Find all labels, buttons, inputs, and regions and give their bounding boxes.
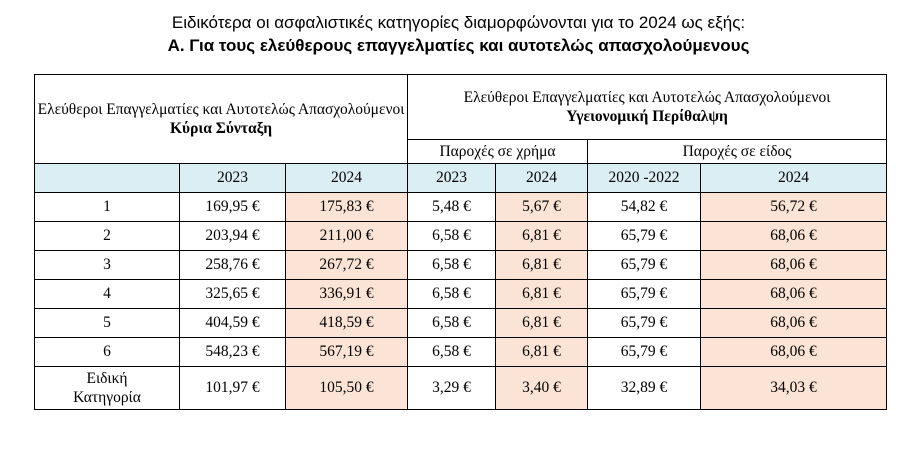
main-pension-new-year: 2024 — [285, 163, 408, 193]
category-label: 2 — [34, 221, 180, 251]
health-care-group-title: Ελεύθεροι Επαγγελματίες και Αυτοτελώς Απ… — [463, 89, 831, 106]
in-kind-old-value: 54,82 € — [587, 192, 701, 222]
special-category-label: Ειδική Κατηγορία — [34, 366, 180, 410]
main-pension-group-subtitle: Κύρια Σύνταξη — [170, 120, 272, 137]
main-pension-new-value: 211,00 € — [285, 221, 408, 251]
in-kind-old-value: 65,79 € — [587, 250, 701, 280]
cash-new-value: 6,81 € — [495, 221, 588, 251]
table-row: 4 325,65 €336,91 €6,58 €6,81 €65,79 €68,0… — [34, 279, 888, 309]
main-pension-new-value: 567,19 € — [285, 337, 408, 367]
in-kind-new-value: 68,06 € — [699, 308, 888, 338]
special-category-label-line2: Κατηγορία — [73, 389, 141, 406]
in-kind-new-value: 68,06 € — [699, 337, 888, 367]
main-pension-old-value: 258,76 € — [179, 250, 286, 280]
main-pension-old-year: 2023 — [179, 163, 286, 193]
category-label: 5 — [34, 308, 180, 338]
category-label: 3 — [34, 250, 180, 280]
cash-new-value: 3,40 € — [495, 366, 588, 410]
cash-old-value: 6,58 € — [407, 337, 496, 367]
cash-new-value: 6,81 € — [495, 308, 588, 338]
cash-old-value: 6,58 € — [407, 221, 496, 251]
main-pension-old-value: 101,97 € — [179, 366, 286, 410]
header-row-groups: Ελεύθεροι Επαγγελματίες και Αυτοτελώς Απ… — [34, 74, 888, 164]
main-pension-new-value: 105,50 € — [285, 366, 408, 410]
in-kind-old-year: 2020 -2022 — [587, 163, 701, 193]
main-pension-old-value: 169,95 € — [179, 192, 286, 222]
table-row: 1 169,95 €175,83 €5,48 €5,67 €54,82 €56,7… — [34, 192, 888, 222]
in-kind-new-value: 34,03 € — [699, 366, 888, 410]
main-pension-new-value: 175,83 € — [285, 192, 408, 222]
table-row: 5 404,59 €418,59 €6,58 €6,81 €65,79 €68,0… — [34, 308, 888, 338]
category-label: 1 — [34, 192, 180, 222]
in-kind-benefits-header: Παροχές σε είδος — [586, 139, 888, 164]
table-row: 2 203,94 €211,00 €6,58 €6,81 €65,79 €68,0… — [34, 221, 888, 251]
health-care-group-subtitle: Υγειονομική Περίθαλψη — [566, 108, 728, 125]
cash-new-value: 6,81 € — [495, 337, 588, 367]
in-kind-old-value: 32,89 € — [587, 366, 701, 410]
main-pension-new-value: 267,72 € — [285, 250, 408, 280]
header-row-subgroups: Παροχές σε χρήμα Παροχές σε είδος — [35, 139, 888, 164]
table-row: 3 258,76 €267,72 €6,58 €6,81 €65,79 €68,0… — [34, 250, 888, 280]
in-kind-old-value: 65,79 € — [587, 279, 701, 309]
in-kind-new-value: 56,72 € — [699, 192, 888, 222]
in-kind-new-value: 68,06 € — [699, 221, 888, 251]
header-row-years: 2023 2024 2023 2024 2020 -2022 2024 — [34, 163, 888, 193]
cash-new-value: 5,67 € — [495, 192, 588, 222]
in-kind-old-value: 65,79 € — [587, 337, 701, 367]
intro-text: Ειδικότερα οι ασφαλιστικές κατηγορίες δι… — [171, 13, 746, 32]
in-kind-new-value: 68,06 € — [699, 279, 888, 309]
main-pension-old-value: 325,65 € — [179, 279, 286, 309]
cash-old-value: 6,58 € — [407, 279, 496, 309]
in-kind-old-value: 65,79 € — [587, 308, 701, 338]
cash-new-value: 6,81 € — [495, 279, 588, 309]
in-kind-old-value: 65,79 € — [587, 221, 701, 251]
section-title: Α. Για τους ελεύθερους επαγγελματίες και… — [167, 36, 750, 55]
cash-new-value: 6,81 € — [495, 250, 588, 280]
main-pension-group-title: Ελεύθεροι Επαγγελματίες και Αυτοτελώς Απ… — [37, 101, 405, 118]
category-column-header — [34, 163, 180, 193]
cash-old-value: 3,29 € — [407, 366, 496, 410]
cash-old-value: 6,58 € — [407, 308, 496, 338]
main-pension-group-header: Ελεύθεροι Επαγγελματίες και Αυτοτελώς Απ… — [34, 74, 408, 164]
health-care-group-header: Ελεύθεροι Επαγγελματίες και Αυτοτελώς Απ… — [406, 74, 888, 140]
in-kind-new-value: 68,06 € — [699, 250, 888, 280]
main-pension-old-value: 404,59 € — [179, 308, 286, 338]
main-pension-old-value: 548,23 € — [179, 337, 286, 367]
main-pension-new-value: 418,59 € — [285, 308, 408, 338]
insurance-categories-table: Ελεύθεροι Επαγγελματίες και Αυτοτελώς Απ… — [34, 74, 888, 410]
main-pension-old-value: 203,94 € — [179, 221, 286, 251]
category-label: 4 — [34, 279, 180, 309]
in-kind-new-year: 2024 — [699, 163, 888, 193]
category-label: 6 — [34, 337, 180, 367]
cash-old-value: 5,48 € — [407, 192, 496, 222]
cash-benefits-header: Παροχές σε χρήμα — [407, 139, 588, 164]
special-category-label-line1: Ειδική — [86, 370, 128, 387]
table-row-special: Ειδική Κατηγορία 101,97 € 105,50 € 3,29 … — [34, 366, 888, 410]
cash-new-year: 2024 — [495, 163, 588, 193]
cash-old-year: 2023 — [407, 163, 496, 193]
table-row: 6 548,23 €567,19 €6,58 €6,81 €65,79 €68,0… — [34, 337, 888, 367]
cash-old-value: 6,58 € — [407, 250, 496, 280]
main-pension-new-value: 336,91 € — [285, 279, 408, 309]
